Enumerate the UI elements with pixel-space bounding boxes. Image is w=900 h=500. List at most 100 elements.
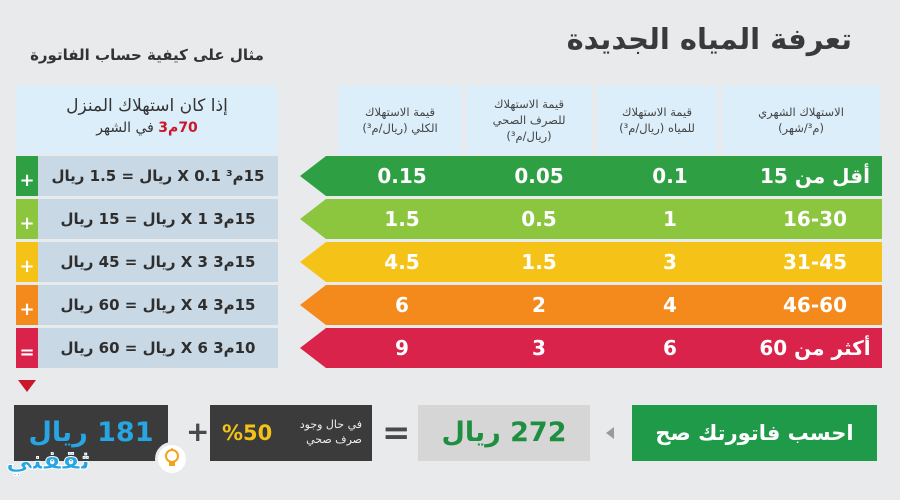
tariff-row: 31-45 3 1.5 4.5 [300,242,882,282]
example-row: = 10م3 X 6 ريال = 60 ريال [16,328,278,368]
example-row: +15م3 X 3 ريال = 45 ريال [16,242,278,282]
example-row: +15م3 X 1 ريال = 15 ريال [16,199,278,239]
tariff-range: أقل من 15 [760,164,870,188]
example-op: X [180,253,193,271]
tariff-sewage-value: 0.05 [514,164,564,188]
lightbulb-icon [155,442,189,476]
discount-note-line1: في حال وجود [299,418,362,431]
example-result: 60 ريال [60,296,120,314]
example-eq: = [124,339,138,357]
example-rate: 1 ريال [142,210,208,228]
tariff-sewage-value: 1.5 [521,250,557,274]
example-eq: = [124,210,138,228]
example-calculation: 15م3 X 4 ريال = 60 ريال [46,285,270,325]
tariff-row: أقل من 15 0.1 0.05 0.15 [300,156,882,196]
tariff-range: 16-30 [783,207,847,231]
example-eq: = [124,253,138,271]
tariff-total-value: 6 [395,293,409,317]
tariff-sewage-value: 2 [532,293,546,317]
tariff-row: 16-30 1 0.5 1.5 [300,199,882,239]
tariff-total-value: 4.5 [384,250,420,274]
equals-icon: = [16,328,38,368]
example-op: X [180,339,193,357]
tariff-water-value: 0.1 [652,164,688,188]
example-calculation: 15م3 X 1 ريال = 15 ريال [46,199,270,239]
watermark-text: ثقفني [5,446,91,477]
example-calculation: 10م3 X 6 ريال = 60 ريال [46,328,270,368]
example-op: X [180,210,193,228]
tariff-sewage-value: 3 [532,336,546,360]
example-row: +15م³ X 0.1 ريال = 1.5 ريال [16,156,278,196]
row-bar [326,199,882,239]
example-result: 1.5 ريال [51,167,117,185]
example-eq: = [124,296,138,314]
example-header-amount: 70م3 [158,120,198,136]
discount-note-line2: صرف صحي [306,433,362,446]
example-rate: 0.1 ريال [139,167,221,185]
discount-box: %50 في حال وجود صرف صحي [210,405,372,461]
header-water-value: قيمة الاستهلاك للمياه (ريال/م³) [597,86,717,154]
plus-icon: + [16,285,38,325]
tariff-total-value: 0.15 [377,164,427,188]
header-monthly-consumption-line2: (م³/شهر) [778,121,824,135]
row-bar [326,285,882,325]
example-header-line1: إذا كان استهلاك المنزل [66,96,228,116]
calculate-bill-button[interactable]: احسب فاتورتك صح [632,405,877,461]
header-sewage-value: قيمة الاستهلاك للصرف الصحي (ريال/م³) [466,86,592,154]
tariff-row: 46-60 4 2 6 [300,285,882,325]
example-qty: 15م3 [213,210,256,228]
header-monthly-consumption-line1: الاستهلاك الشهري [758,105,844,119]
tariff-water-value: 6 [663,336,677,360]
example-qty: 15م3 [213,296,256,314]
example-header: إذا كان استهلاك المنزل 70م3 في الشهر [16,86,278,154]
example-rate: 6 ريال [142,339,208,357]
down-arrow-icon [18,380,36,392]
header-total-value-line2: الكلي (ريال/م³) [362,121,438,135]
tariff-water-value: 4 [663,293,677,317]
example-rate: 4 ريال [142,296,208,314]
example-rate: 3 ريال [142,253,208,271]
tariff-range: أكثر من 60 [759,336,871,360]
example-calculation: 15م3 X 3 ريال = 45 ريال [46,242,270,282]
plus-sign: + [186,415,210,448]
row-bar [326,156,882,196]
plus-icon: + [16,199,38,239]
triangle-left-icon [606,427,614,439]
example-result: 45 ريال [60,253,120,271]
row-bar [326,242,882,282]
example-qty: 10م3 [213,339,256,357]
example-qty: 15م3 [213,253,256,271]
example-eq: = [121,167,135,185]
example-op: X [177,167,189,185]
example-qty: 15م³ [226,167,265,185]
tariff-water-value: 1 [663,207,677,231]
tariff-water-value: 3 [663,250,677,274]
row-bar [326,328,882,368]
header-total-value-line1: قيمة الاستهلاك [365,105,435,119]
row-arrowhead [300,242,326,282]
tariff-sewage-value: 0.5 [521,207,557,231]
example-title: مثال على كيفية حساب الفاتورة [30,46,264,64]
tariff-row: أكثر من 60 6 3 9 [300,328,882,368]
example-header-line2: 70م3 في الشهر [16,120,278,136]
example-calculation: 15م³ X 0.1 ريال = 1.5 ريال [46,156,270,196]
tariff-range: 31-45 [783,250,847,274]
header-sewage-value-line2: للصرف الصحي [492,113,566,127]
equals-sign: = [382,413,411,453]
row-arrowhead [300,199,326,239]
discount-note: في حال وجود صرف صحي [300,417,362,447]
header-sewage-value-line1: قيمة الاستهلاك [494,97,564,111]
tariff-total-value: 9 [395,336,409,360]
header-water-value-line1: قيمة الاستهلاك [622,105,692,119]
row-arrowhead [300,156,326,196]
plus-icon: + [16,156,38,196]
plus-icon: + [16,242,38,282]
row-arrowhead [300,285,326,325]
tariff-total-value: 1.5 [384,207,420,231]
example-header-period: في الشهر [96,120,159,136]
header-sewage-value-line3: (ريال/م³) [506,129,552,143]
header-monthly-consumption: الاستهلاك الشهري (م³/شهر) [722,86,880,154]
total-full-box: 272 ريال [418,405,590,461]
example-result: 15 ريال [60,210,120,228]
page-title: تعرفة المياه الجديدة [566,22,852,56]
